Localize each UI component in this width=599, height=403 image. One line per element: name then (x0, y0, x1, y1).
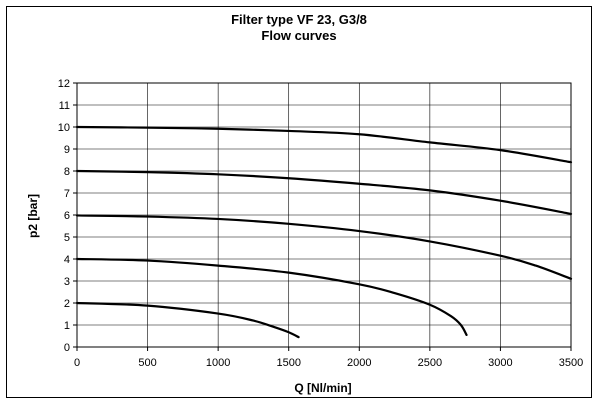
y-tick-label: 0 (64, 342, 70, 354)
x-tick-label: 2500 (418, 357, 442, 369)
y-tick-label: 3 (64, 276, 70, 288)
series-line-2 (75, 169, 573, 215)
chart-frame (6, 6, 592, 398)
y-tick-label: 2 (64, 298, 70, 310)
series-line-3 (75, 214, 573, 280)
series-line-5 (75, 301, 300, 339)
x-tick-label: 500 (138, 357, 156, 369)
y-tick-label: 8 (64, 166, 70, 178)
grid (76, 82, 572, 348)
y-axis-label: p2 [bar] (26, 194, 40, 238)
x-tick-label: 1000 (206, 357, 230, 369)
y-tick-label: 5 (64, 232, 70, 244)
y-tick-label: 1 (64, 320, 70, 332)
y-tick-label: 12 (58, 78, 70, 90)
y-tick-label: 11 (59, 100, 70, 112)
x-tick-label: 0 (74, 357, 80, 369)
y-tick-label: 9 (64, 144, 70, 156)
x-tick-label: 3000 (488, 357, 512, 369)
y-tick-label: 4 (64, 254, 70, 266)
chart-subtitle: Flow curves (261, 28, 336, 43)
series-line-4 (75, 257, 468, 336)
y-tick-label: 7 (64, 188, 70, 200)
x-tick-label: 3500 (559, 357, 583, 369)
y-tick-label: 6 (64, 210, 70, 222)
series-lines (75, 125, 573, 339)
x-tick-label: 2000 (347, 357, 371, 369)
series-line-1 (75, 125, 573, 164)
y-tick-label: 10 (58, 122, 70, 134)
x-tick-label: 1500 (276, 357, 300, 369)
x-axis-label: Q [Nl/min] (294, 381, 351, 395)
chart-title: Filter type VF 23, G3/8 (231, 12, 367, 27)
